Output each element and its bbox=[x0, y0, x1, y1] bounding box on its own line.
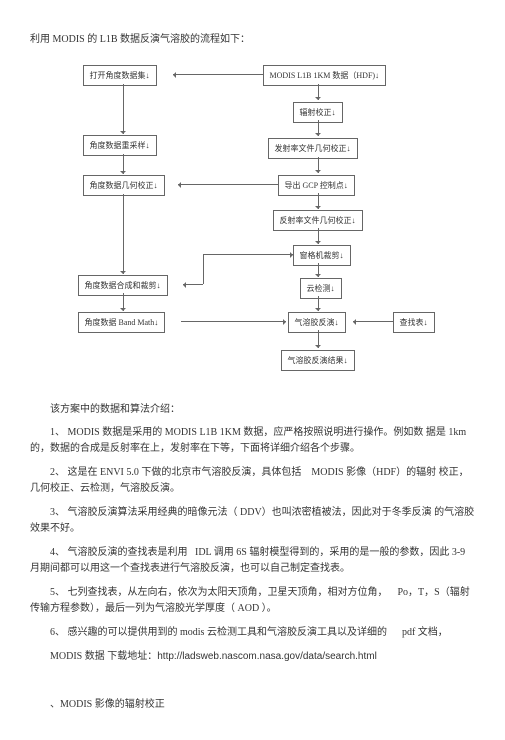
arrow bbox=[318, 157, 319, 173]
item-3: 3、 气溶胶反演算法采用经典的暗像元法（ DDV）也叫浓密植被法，因此对于冬季反… bbox=[30, 505, 475, 537]
arrow bbox=[353, 321, 393, 322]
node-bandmath: 角度数据 Band Math↓ bbox=[78, 312, 166, 333]
flowchart: 打开角度数据集↓ MODIS L1B 1KM 数据（HDF)↓ 辐射校正↓ 角度… bbox=[63, 60, 443, 380]
arrow bbox=[123, 154, 124, 174]
arrow bbox=[123, 194, 124, 274]
node-modis-data: MODIS L1B 1KM 数据（HDF)↓ bbox=[263, 65, 387, 86]
item-4: 4、 气溶胶反演的查找表是利用 IDL 调用 6S 辐射模型得到的，采用的是一般… bbox=[30, 545, 475, 577]
arrow bbox=[181, 321, 286, 322]
arrow bbox=[173, 74, 263, 75]
arrow bbox=[318, 193, 319, 209]
node-geo-correct: 角度数据几何校正↓ bbox=[83, 175, 165, 196]
arrow bbox=[318, 84, 319, 100]
arrow bbox=[318, 296, 319, 311]
arrow bbox=[318, 228, 319, 244]
arrow bbox=[318, 263, 319, 277]
item-5: 5、 七列查找表，从左向右，依次为太阳天顶角，卫星天顶角，相对方位角， Po，T… bbox=[30, 585, 475, 617]
node-emissivity: 发射率文件几何校正↓ bbox=[268, 138, 358, 159]
node-result: 气溶胶反演结果↓ bbox=[281, 350, 355, 371]
item-2: 2、 这是在 ENVI 5.0 下做的北京市气溶胶反演，具体包括 MODIS 影… bbox=[30, 465, 475, 497]
node-resample: 角度数据重采样↓ bbox=[83, 135, 157, 156]
arrow bbox=[123, 84, 124, 134]
intro-text: 该方案中的数据和算法介绍： bbox=[30, 400, 475, 415]
item-1: 1、 MODIS 数据是采用的 MODIS L1B 1KM 数据，应严格按照说明… bbox=[30, 425, 475, 457]
arrow bbox=[203, 254, 204, 284]
arrow bbox=[318, 330, 319, 348]
arrow bbox=[318, 120, 319, 136]
node-gcp: 导出 GCP 控制点↓ bbox=[278, 175, 355, 196]
node-aerosol: 气溶胶反演↓ bbox=[288, 312, 346, 333]
node-lookup: 查找表↓ bbox=[393, 312, 435, 333]
section-heading: 、MODIS 影像的辐射校正 bbox=[30, 695, 475, 710]
arrow bbox=[123, 293, 124, 311]
node-open-angle: 打开角度数据集↓ bbox=[83, 65, 157, 86]
page-title: 利用 MODIS 的 L1B 数据反演气溶胶的流程如下： bbox=[30, 30, 475, 45]
item-7: MODIS 数据 下载地址：http://ladsweb.nascom.nasa… bbox=[30, 649, 475, 665]
node-clip: 窗格机裁剪↓ bbox=[293, 245, 351, 266]
arrow bbox=[203, 254, 293, 255]
node-cloud: 云检测↓ bbox=[300, 278, 342, 299]
download-url: http://ladsweb.nascom.nasa.gov/data/sear… bbox=[157, 651, 377, 662]
arrow bbox=[183, 284, 203, 285]
item-6: 6、 感兴趣的可以提供用到的 modis 云检测工具和气溶胶反演工具以及详细的 … bbox=[30, 625, 475, 641]
arrow bbox=[178, 184, 278, 185]
